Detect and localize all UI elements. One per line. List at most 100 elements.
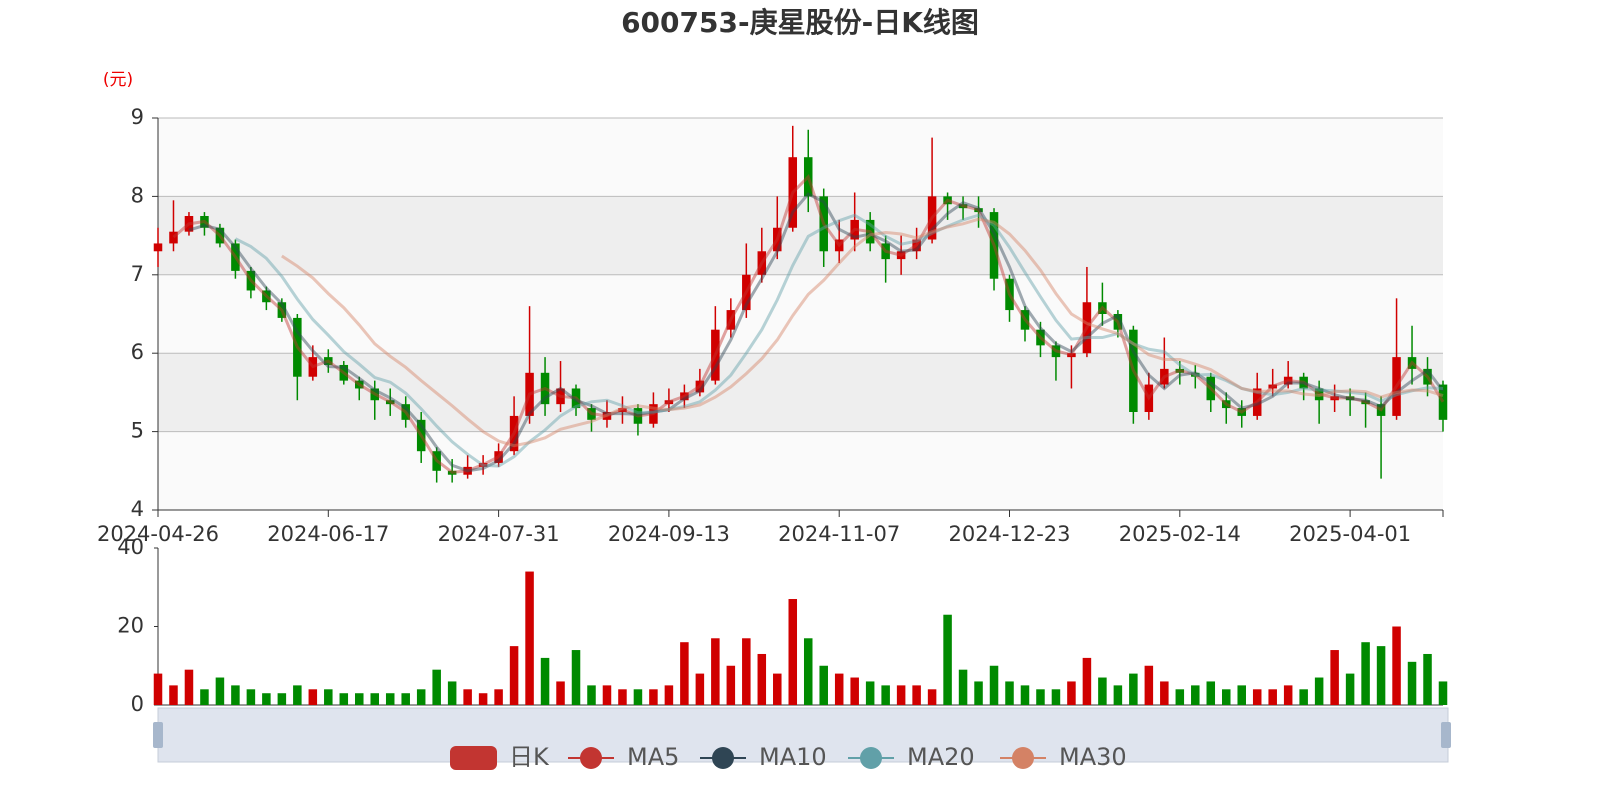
candle-body bbox=[416, 419, 426, 452]
volume-bar bbox=[726, 665, 736, 705]
candle-body bbox=[773, 227, 782, 252]
volume-bar bbox=[1392, 626, 1401, 705]
volume-bar bbox=[1051, 689, 1061, 705]
candle-body bbox=[850, 219, 859, 240]
y-tick-label: 9 bbox=[131, 105, 144, 129]
x-tick-label: 2024-07-31 bbox=[438, 522, 560, 546]
volume-bar bbox=[447, 681, 457, 705]
volume-bar bbox=[773, 673, 782, 705]
volume-bar bbox=[153, 673, 163, 705]
candle-body bbox=[1098, 302, 1107, 314]
candle-body bbox=[509, 415, 519, 452]
candle-body bbox=[370, 388, 380, 401]
candle-body bbox=[989, 212, 999, 279]
candle-body bbox=[308, 357, 318, 377]
candle-body bbox=[153, 243, 163, 252]
volume-bar bbox=[1314, 677, 1324, 705]
volume-bar bbox=[1144, 665, 1154, 705]
candle-body bbox=[633, 408, 643, 424]
x-tick-label: 2025-02-14 bbox=[1119, 522, 1241, 546]
candle-body bbox=[1067, 353, 1076, 358]
candle-body bbox=[881, 243, 890, 260]
volume-bar bbox=[339, 693, 349, 705]
candle-body bbox=[277, 302, 287, 318]
volume-bar bbox=[1345, 673, 1355, 705]
volume-bar bbox=[293, 685, 302, 705]
volume-bar bbox=[1113, 685, 1123, 705]
candle-body bbox=[618, 408, 627, 412]
candle-body bbox=[1113, 314, 1123, 330]
volume-bar bbox=[633, 689, 643, 705]
candle-body bbox=[246, 270, 256, 291]
zoom-slider[interactable] bbox=[157, 707, 1449, 763]
x-tick-label: 2024-06-17 bbox=[267, 522, 389, 546]
candle-body bbox=[1175, 368, 1185, 373]
legend-icon bbox=[580, 747, 602, 769]
candle-body bbox=[1051, 345, 1061, 358]
candle-body bbox=[834, 239, 844, 252]
ma-line bbox=[188, 192, 1445, 473]
y-tick-label: 8 bbox=[131, 183, 144, 207]
volume-bar bbox=[834, 673, 844, 705]
candle-body bbox=[927, 196, 937, 240]
zoom-handle[interactable] bbox=[1441, 722, 1451, 748]
ma-line bbox=[234, 213, 1444, 468]
candle-body bbox=[355, 380, 364, 389]
volume-bar bbox=[1098, 677, 1107, 705]
volume-tick-label: 0 bbox=[131, 692, 144, 716]
candle-body bbox=[1144, 384, 1154, 412]
volume-bar bbox=[881, 685, 890, 705]
candle-body bbox=[1407, 357, 1417, 369]
volume-bar bbox=[943, 614, 952, 705]
candle-body bbox=[1330, 396, 1339, 401]
volume-bar bbox=[556, 681, 565, 705]
volume-bar bbox=[416, 689, 426, 705]
volume-bar bbox=[1268, 689, 1277, 705]
candle-body bbox=[1206, 376, 1216, 401]
plot-band bbox=[158, 196, 1443, 275]
candle-body bbox=[896, 251, 906, 260]
plot-band bbox=[158, 274, 1443, 354]
candle-body bbox=[1376, 404, 1386, 416]
candle-body bbox=[943, 196, 952, 205]
candle-body bbox=[525, 372, 534, 416]
volume-bar bbox=[618, 689, 627, 705]
volume-bar bbox=[262, 693, 271, 705]
volume-bar bbox=[757, 653, 767, 705]
volume-bar bbox=[803, 638, 813, 705]
x-tick-label: 2024-12-23 bbox=[948, 522, 1070, 546]
candle-body bbox=[447, 470, 457, 475]
volume-bar bbox=[1361, 642, 1370, 705]
candle-body bbox=[200, 216, 209, 228]
candle-body bbox=[1283, 376, 1293, 385]
volume-bar bbox=[231, 685, 240, 705]
x-tick-label: 2024-11-07 bbox=[778, 522, 900, 546]
volume-bar bbox=[200, 689, 209, 705]
volume-bar bbox=[169, 685, 178, 705]
candle-body bbox=[1005, 278, 1014, 311]
volume-bar bbox=[401, 693, 410, 705]
volume-bar bbox=[324, 689, 333, 705]
candle-body bbox=[803, 157, 813, 197]
volume-bar bbox=[788, 599, 798, 705]
legend-label: MA20 bbox=[907, 743, 975, 771]
zoom-handle[interactable] bbox=[153, 722, 163, 748]
volume-bar bbox=[370, 693, 380, 705]
ma-line bbox=[172, 173, 1445, 474]
volume-bar bbox=[819, 665, 828, 705]
volume-bar bbox=[865, 681, 875, 705]
volume-bar bbox=[1376, 646, 1386, 705]
volume-tick-label: 40 bbox=[117, 535, 144, 559]
candle-body bbox=[1129, 329, 1138, 412]
candle-body bbox=[463, 466, 472, 475]
volume-bar bbox=[958, 669, 968, 705]
candle-body bbox=[339, 364, 349, 381]
volume-bar bbox=[602, 685, 612, 705]
candle-body bbox=[1438, 384, 1448, 420]
candle-body bbox=[231, 243, 240, 271]
candle-body bbox=[401, 404, 410, 420]
volume-bar bbox=[695, 673, 705, 705]
volume-bar bbox=[385, 693, 395, 705]
